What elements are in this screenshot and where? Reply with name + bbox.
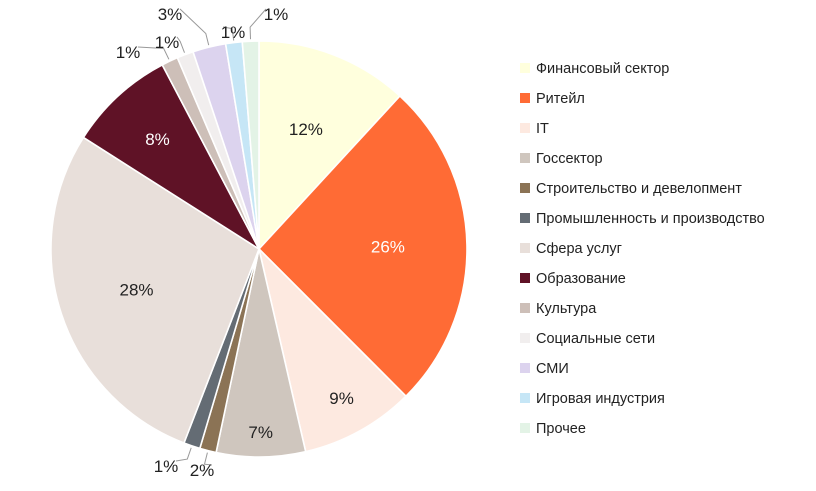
pie-slice-8 [82, 63, 262, 252]
legend-item-11: СМИ [520, 361, 569, 377]
legend-label-4: Госсектор [536, 151, 603, 167]
legend: Финансовый сектор Ритейл IT Госсектор Строит… [520, 61, 765, 437]
legend-label-5: Строительство и девелопмент [536, 181, 742, 197]
legend-item-8: Образование [520, 271, 626, 287]
legend-label-8: Образование [536, 271, 626, 287]
legend-item-13: Прочее [520, 421, 586, 437]
legend-label-13: Прочее [536, 421, 586, 437]
leader-line-11 [179, 8, 210, 46]
slice-label-12: 1% [221, 23, 246, 42]
pie-slice-1 [258, 40, 402, 252]
slice-label-13: 1% [264, 5, 289, 24]
leader-line-10 [176, 36, 185, 53]
legend-label-2: Ритейл [536, 91, 585, 107]
legend-item-2: Ритейл [520, 91, 585, 107]
leader-line-6 [175, 447, 192, 462]
legend-label-6: Промышленность и производство [536, 211, 765, 227]
legend-item-5: Строительство и девелопмент [520, 181, 742, 197]
leader-lines [137, 8, 267, 466]
legend-swatch-4 [520, 153, 530, 163]
slice-label-1: 12% [289, 120, 323, 139]
slice-label-4: 7% [248, 423, 273, 442]
legend-item-4: Госсектор [520, 151, 603, 167]
leader-line-12 [222, 26, 235, 41]
legend-item-12: Игровая индустрия [520, 391, 665, 407]
legend-label-9: Культура [536, 301, 597, 317]
legend-swatch-8 [520, 273, 530, 283]
slice-label-10: 1% [155, 33, 180, 52]
legend-swatch-7 [520, 243, 530, 253]
legend-label-3: IT [536, 121, 549, 137]
legend-swatch-3 [520, 123, 530, 133]
legend-item-10: Социальные сети [520, 331, 655, 347]
legend-label-1: Финансовый сектор [536, 61, 669, 77]
slice-label-9: 1% [116, 43, 141, 62]
legend-label-10: Социальные сети [536, 331, 655, 347]
leader-line-9 [137, 46, 170, 60]
pie-slice-3 [257, 246, 408, 453]
legend-label-7: Сфера услуг [536, 241, 622, 257]
slice-label-6: 1% [154, 457, 179, 476]
legend-swatch-13 [520, 423, 530, 433]
slice-label-3: 9% [329, 389, 354, 408]
slice-label-8: 8% [145, 130, 170, 149]
leader-line-13 [249, 8, 267, 40]
legend-swatch-11 [520, 363, 530, 373]
legend-swatch-9 [520, 303, 530, 313]
legend-swatch-12 [520, 393, 530, 403]
legend-label-11: СМИ [536, 361, 569, 377]
slice-label-2: 26% [371, 237, 405, 256]
legend-swatch-2 [520, 93, 530, 103]
slice-label-11: 3% [158, 5, 183, 24]
pie-slices [50, 40, 468, 458]
legend-item-6: Промышленность и производство [520, 211, 765, 227]
legend-item-1: Финансовый сектор [520, 61, 669, 77]
legend-item-7: Сфера услуг [520, 241, 622, 257]
pie-slice-7 [50, 136, 260, 445]
leader-line-5 [203, 452, 213, 466]
pie-slice-2 [257, 94, 468, 398]
legend-item-9: Культура [520, 301, 597, 317]
slice-label-7: 28% [119, 280, 153, 299]
slice-labels: 12% 26% 9% 7% 2% 1% 28% 8% 1% 1% 3% 1% 1% [116, 5, 405, 480]
legend-swatch-6 [520, 213, 530, 223]
legend-swatch-10 [520, 333, 530, 343]
legend-label-12: Игровая индустрия [536, 391, 665, 407]
legend-item-3: IT [520, 121, 549, 137]
slice-label-5: 2% [190, 461, 215, 480]
legend-swatch-1 [520, 63, 530, 73]
pie-slice-13 [241, 40, 260, 250]
legend-swatch-5 [520, 183, 530, 193]
